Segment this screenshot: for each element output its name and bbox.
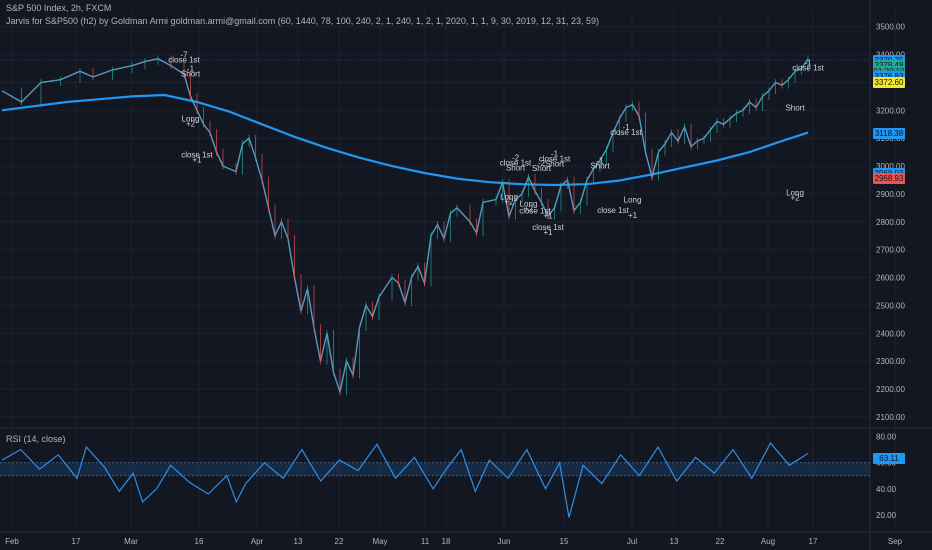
x-tick-label: 22	[716, 537, 725, 546]
trade-annotation: close 1st	[532, 223, 564, 232]
trade-annotation: +1	[543, 211, 553, 220]
x-tick-label: Jul	[627, 537, 637, 546]
y-tick-label: 2400.00	[876, 329, 905, 338]
rsi-tick-label: 20.00	[876, 511, 897, 520]
trade-annotation: -1	[804, 59, 812, 68]
y-tick-label: 2900.00	[876, 190, 905, 199]
trade-annotation: Long	[624, 195, 642, 204]
trade-annotation: +2	[186, 119, 196, 128]
trade-annotation: +2	[504, 198, 514, 207]
y-tick-label: 3000.00	[876, 162, 905, 171]
y-tick-label: 2300.00	[876, 357, 905, 366]
trade-annotation: -1	[622, 123, 630, 132]
price-label: 3376.83	[873, 71, 905, 83]
chart-title: S&P 500 Index, 2h, FXCM	[6, 3, 112, 13]
x-tick-label: 22	[335, 537, 344, 546]
indicator-legend[interactable]: Jarvis for S&P500 (h2) by Goldman Armi g…	[6, 16, 599, 26]
x-tick-label: Sep	[888, 537, 903, 546]
y-tick-label: 2200.00	[876, 385, 905, 394]
rsi-value-label: 63.11	[873, 453, 905, 465]
x-tick-label: 18	[442, 537, 451, 546]
trade-annotation: close 1st	[519, 206, 551, 215]
price-line	[1, 58, 809, 395]
y-tick-label: 3200.00	[876, 106, 905, 115]
trade-annotation: Short	[181, 69, 201, 78]
x-tick-label: 17	[809, 537, 818, 546]
y-tick-label: 2800.00	[876, 218, 905, 227]
trade-annotation: close 1st	[597, 206, 629, 215]
x-tick-label: Feb	[5, 537, 19, 546]
trade-annotation: -1	[596, 156, 604, 165]
trade-annotation: +2	[524, 204, 534, 213]
y-tick-label: 3500.00	[876, 23, 905, 32]
price-label: 3118.38	[873, 127, 905, 139]
trade-annotation: Short	[506, 164, 526, 173]
y-tick-label: 2100.00	[876, 413, 905, 422]
series-lines	[1, 55, 809, 396]
y-tick-label: 3100.00	[876, 134, 905, 143]
trade-annotation: -7	[180, 50, 188, 59]
x-tick-label: Mar	[124, 537, 138, 546]
moving-average-line	[1, 93, 809, 187]
y-tick-label: 2600.00	[876, 274, 905, 283]
x-tick-label: 16	[195, 537, 204, 546]
x-tick-label: 17	[72, 537, 81, 546]
x-tick-label: 15	[560, 537, 569, 546]
x-tick-label: May	[372, 537, 387, 546]
trade-annotation: close 1st	[168, 55, 200, 64]
x-tick-label: 13	[670, 537, 679, 546]
x-tick-label: 11	[421, 537, 430, 546]
trade-annotation: -1	[187, 64, 195, 73]
trade-annotation: close 1st	[181, 151, 213, 160]
rsi-legend[interactable]: RSI (14, close)	[6, 434, 66, 444]
price-label: 3378.48	[873, 60, 905, 72]
price-label: 01:20:10	[873, 65, 905, 77]
price-label: 2968.93	[873, 173, 905, 185]
x-tick-label: Jun	[498, 537, 511, 546]
rsi-tick-label: 40.00	[876, 485, 897, 494]
trade-annotation: +2	[790, 193, 800, 202]
y-tick-label: 2500.00	[876, 301, 905, 310]
trade-annotation: Short	[785, 103, 805, 112]
rsi-line	[1, 442, 809, 518]
rsi-band	[0, 462, 870, 476]
trade-annotation: +1	[543, 228, 553, 237]
trade-annotation: close 1st	[792, 64, 824, 73]
trade-annotation: Short	[590, 161, 610, 170]
trade-annotation: +1	[628, 211, 638, 220]
trade-annotation: Short	[545, 159, 565, 168]
trade-annotation: -2	[512, 153, 520, 162]
trade-annotation: -2	[538, 159, 546, 168]
y-tick-label: 2700.00	[876, 246, 905, 255]
x-tick-label: Aug	[761, 537, 775, 546]
trade-annotation: close 1st	[500, 158, 532, 167]
x-tick-label: 13	[294, 537, 303, 546]
rsi-tick-label: 80.00	[876, 433, 897, 442]
trade-annotation: close 1st	[539, 154, 571, 163]
trade-annotation: close 1st	[610, 128, 642, 137]
price-label: 3372.60	[873, 76, 905, 88]
x-tick-label: Apr	[251, 537, 264, 546]
trade-annotation: Long	[500, 192, 518, 201]
trade-annotation: Long	[786, 188, 804, 197]
trade-annotation: Long	[182, 114, 200, 123]
trade-annotation: Long	[520, 199, 538, 208]
trade-annotation: +1	[192, 156, 202, 165]
price-label: 2968.93	[873, 167, 905, 179]
trade-annotation: Short	[532, 164, 552, 173]
trade-annotation: -1	[551, 149, 559, 158]
